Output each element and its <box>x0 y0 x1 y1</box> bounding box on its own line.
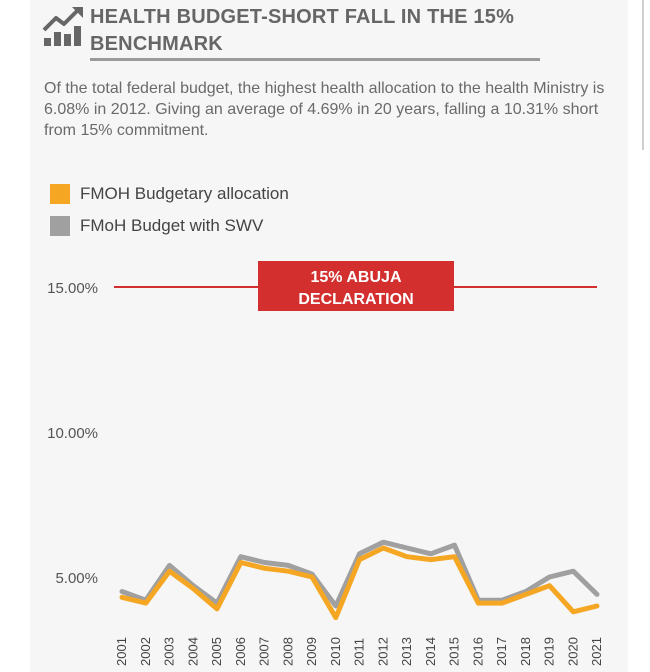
series-line-fmoh <box>119 545 600 621</box>
x-tick-label: 2020 <box>565 637 580 666</box>
x-tick-label: 2018 <box>518 637 533 666</box>
x-tick-label: 2019 <box>542 637 557 666</box>
chart-subtitle: Of the total federal budget, the highest… <box>44 80 605 139</box>
legend-label-swv: FMoH Budget with SWV <box>80 216 264 235</box>
x-tick-label: 2006 <box>233 637 248 666</box>
x-tick-label: 2001 <box>114 637 129 666</box>
legend-item-swv: FMoH Budget with SWV <box>50 210 289 242</box>
x-tick-label: 2010 <box>328 637 343 666</box>
title-underline <box>90 58 540 61</box>
benchmark-annotation-line2: DECLARATION <box>298 291 413 308</box>
x-tick-label: 2004 <box>185 637 200 666</box>
x-tick-label: 2005 <box>209 637 224 666</box>
benchmark-annotation-box <box>258 261 454 311</box>
x-tick-label: 2021 <box>589 637 604 666</box>
trending-up-chart-icon <box>42 7 83 46</box>
x-tick-label: 2015 <box>447 637 462 666</box>
x-tick-label: 2017 <box>494 637 509 666</box>
x-tick-label: 2002 <box>138 637 153 666</box>
x-tick-label: 2016 <box>470 637 485 666</box>
y-tick-label: 15.00% <box>47 280 98 297</box>
x-tick-label: 2008 <box>280 637 295 666</box>
series-line-swv <box>119 539 600 609</box>
x-tick-label: 2009 <box>304 637 319 666</box>
legend-swatch-fmoh <box>50 184 70 204</box>
y-tick-label: 10.00% <box>47 425 98 442</box>
chart-legend: FMOH Budgetary allocation FMoH Budget wi… <box>50 178 289 242</box>
chart-card <box>30 0 628 672</box>
x-tick-label: 2011 <box>352 638 367 666</box>
page-title: HEALTH BUDGET-SHORT FALL IN THE 15% BENC… <box>90 6 515 55</box>
x-tick-label: 2013 <box>399 637 414 666</box>
scroll-edge <box>642 0 644 150</box>
x-tick-label: 2003 <box>162 637 177 666</box>
x-tick-label: 2014 <box>423 637 438 666</box>
legend-label-fmoh: FMOH Budgetary allocation <box>80 184 289 203</box>
x-tick-label: 2012 <box>375 637 390 666</box>
y-tick-label: 5.00% <box>55 570 98 587</box>
x-tick-label: 2007 <box>257 637 272 666</box>
legend-item-fmoh: FMOH Budgetary allocation <box>50 178 289 210</box>
benchmark-annotation-line1: 15% ABUJA <box>311 269 402 286</box>
legend-swatch-swv <box>50 216 70 236</box>
